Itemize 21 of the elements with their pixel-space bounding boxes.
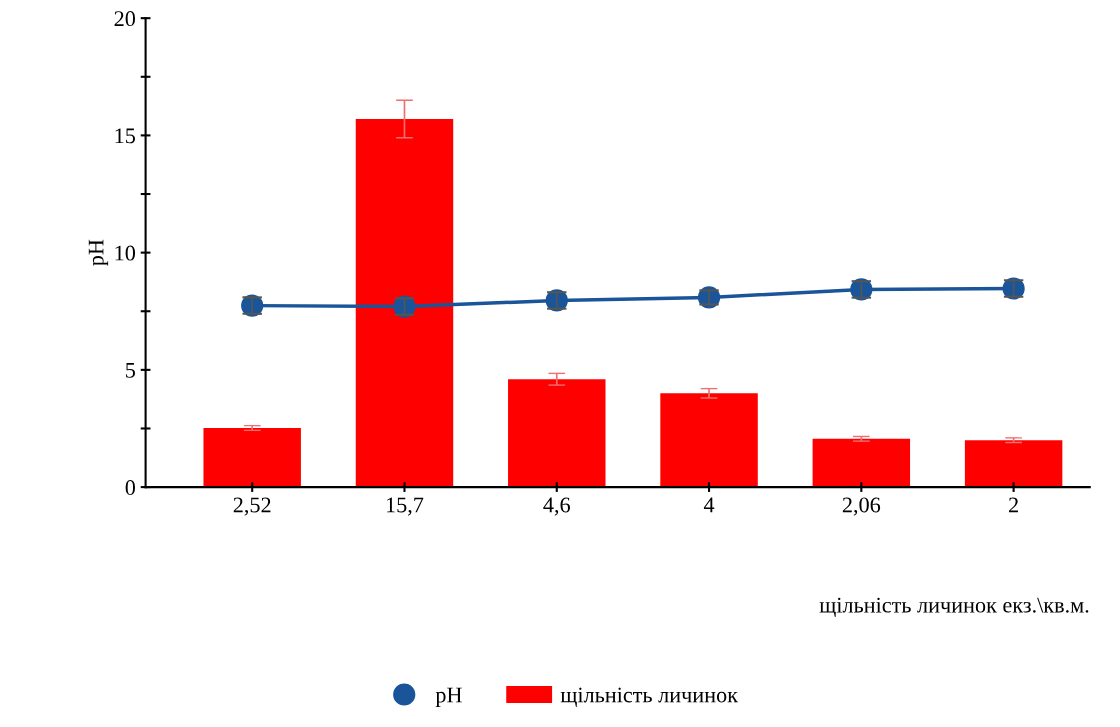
x-axis-title: щільність личинок екз.\кв.м. [819,597,1089,618]
y-tick-label: 0 [125,480,136,496]
y-tick-label: 10 [115,245,136,261]
x-tick-label: 2 [1009,497,1018,513]
x-tick-label: 15,7 [386,497,424,516]
bar [812,438,911,488]
bar [355,118,454,488]
y-tick-label: 15 [115,128,136,144]
y-tick-label: 5 [126,363,136,378]
bar [660,393,758,488]
y-axis-title: pH [88,239,109,266]
x-tick-label: 2,52 [233,497,271,516]
x-tick-label: 2,06 [842,497,881,516]
bar [964,440,1063,488]
y-tick-label: 20 [114,11,136,27]
bar [203,428,301,488]
bar [508,379,606,488]
legend-label: pH [435,687,462,707]
legend-label: щільність личинок [560,687,738,707]
x-tick-label: 4 [703,497,715,513]
x-tick-label: 4,6 [543,497,570,516]
